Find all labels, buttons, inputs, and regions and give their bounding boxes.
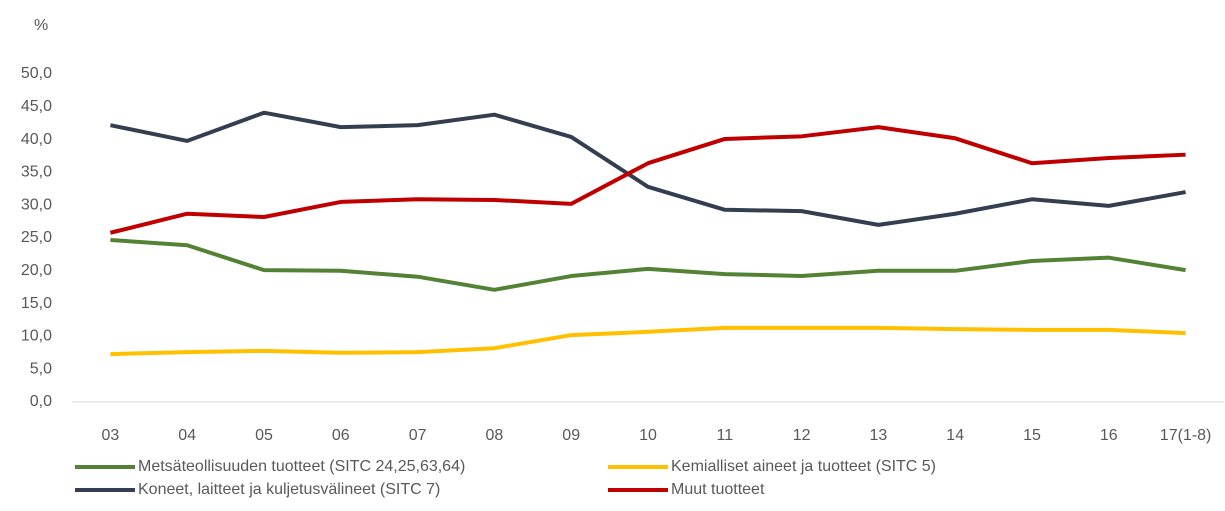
series-line: [110, 237, 1186, 292]
y-tick-label: 45,0: [21, 98, 52, 115]
x-tick-label: 05: [255, 427, 273, 444]
chart-title: %: [34, 17, 48, 34]
x-tick-label: 13: [870, 427, 888, 444]
x-tick-label: 16: [1100, 427, 1118, 444]
legend-label: Koneet, laitteet ja kuljetusvälineet (SI…: [138, 481, 440, 498]
x-tick-label: 17(1-8): [1160, 427, 1212, 444]
y-tick-label: 30,0: [21, 196, 52, 213]
x-tick-label: 08: [486, 427, 504, 444]
x-tick-label: 10: [639, 427, 657, 444]
y-tick-label: 25,0: [21, 229, 52, 246]
legend-label: Kemialliset aineet ja tuotteet (SITC 5): [671, 458, 936, 475]
x-tick-label: 04: [178, 427, 196, 444]
x-tick-label: 14: [946, 427, 964, 444]
y-tick-label: 15,0: [21, 295, 52, 312]
x-tick-label: 11: [716, 427, 733, 444]
x-tick-label: 03: [102, 427, 120, 444]
y-tick-label: 0,0: [30, 393, 52, 410]
x-tick-label: 06: [332, 427, 350, 444]
x-tick-label: 07: [409, 427, 427, 444]
legend-label: Muut tuotteet: [671, 481, 765, 498]
x-tick-label: 15: [1023, 427, 1041, 444]
y-tick-label: 40,0: [21, 131, 52, 148]
series-line: [109, 125, 1186, 235]
y-tick-label: 5,0: [30, 360, 52, 377]
series-line: [110, 325, 1186, 357]
y-tick-label: 20,0: [21, 262, 52, 279]
series-line: [109, 110, 1186, 227]
y-tick-label: 35,0: [21, 164, 52, 181]
legend-label: Metsäteollisuuden tuotteet (SITC 24,25,6…: [138, 458, 465, 475]
x-tick-label: 12: [793, 427, 811, 444]
x-tick-label: 09: [562, 427, 580, 444]
y-tick-label: 10,0: [21, 328, 52, 345]
y-tick-label: 50,0: [21, 65, 52, 82]
